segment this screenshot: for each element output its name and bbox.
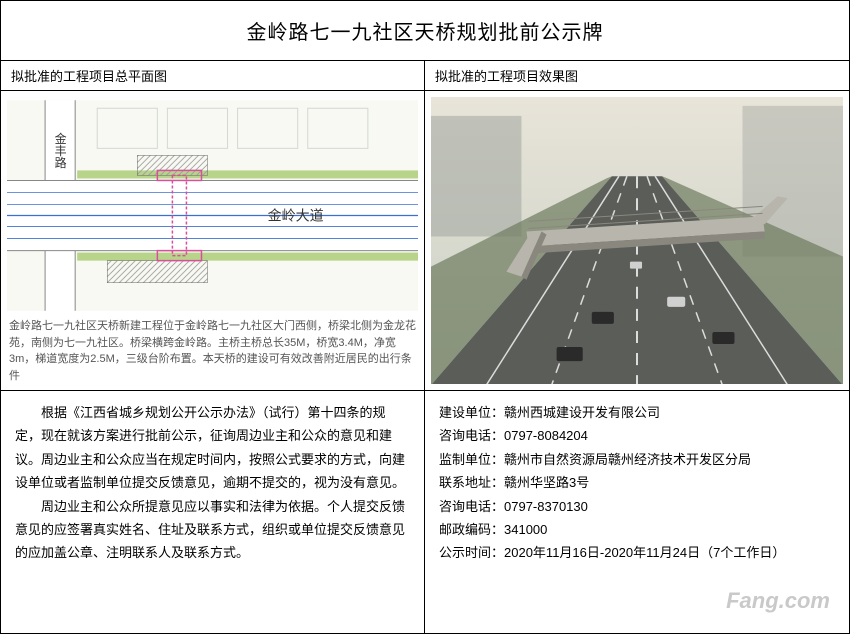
info-phone2: 咨询电话： 0797-8370130 xyxy=(439,495,835,518)
info-builder: 建设单位： 赣州西城建设开发有限公司 xyxy=(439,401,835,424)
image-header-row: 拟批准的工程项目总平面图 拟批准的工程项目效果图 xyxy=(1,61,849,91)
addr-label: 联系地址： xyxy=(439,471,504,494)
plan-header: 拟批准的工程项目总平面图 xyxy=(1,61,425,90)
addr-value: 赣州华坚路3号 xyxy=(504,471,589,494)
info-block: 建设单位： 赣州西城建设开发有限公司 咨询电话： 0797-8084204 监制… xyxy=(425,391,849,633)
render-cell xyxy=(425,91,849,390)
text-row: 根据《江西省城乡规划公开公示办法》（试行）第十四条的规定，现在就该方案进行批前公… xyxy=(1,391,849,633)
zip-label: 邮政编码： xyxy=(439,518,504,541)
period-label: 公示时间： xyxy=(439,541,504,564)
plan-caption: 金岭路七一九社区天桥新建工程位于金岭路七一九社区大门西侧，桥梁北侧为金龙花苑，南… xyxy=(7,314,418,384)
render-header: 拟批准的工程项目效果图 xyxy=(425,61,849,90)
notice-p1: 根据《江西省城乡规划公开公示办法》（试行）第十四条的规定，现在就该方案进行批前公… xyxy=(15,401,410,495)
builder-value: 赣州西城建设开发有限公司 xyxy=(504,401,660,424)
period-value: 2020年11月16日-2020年11月24日（7个工作日） xyxy=(504,541,785,564)
phone2-value: 0797-8370130 xyxy=(504,495,588,518)
builder-label: 建设单位： xyxy=(439,401,504,424)
site-plan-diagram: 金丰路 金岭大道 xyxy=(7,97,418,314)
bridge-render xyxy=(431,97,843,384)
info-period: 公示时间： 2020年11月16日-2020年11月24日（7个工作日） xyxy=(439,541,835,564)
page-title: 金岭路七一九社区天桥规划批前公示牌 xyxy=(247,16,604,45)
supervisor-label: 监制单位： xyxy=(439,448,504,471)
plan-header-text: 拟批准的工程项目总平面图 xyxy=(11,66,167,85)
svg-text:金丰路: 金丰路 xyxy=(53,131,67,169)
image-row: 金丰路 金岭大道 金岭路七一九社区天桥新建工程位于金岭路七一九社区大门西侧，桥梁… xyxy=(1,91,849,391)
notice-p2: 周边业主和公众所提意见应以事实和法律为依据。个人提交反馈意见的应签署真实姓名、住… xyxy=(15,495,410,565)
svg-text:金岭大道: 金岭大道 xyxy=(268,208,324,224)
info-addr: 联系地址： 赣州华坚路3号 xyxy=(439,471,835,494)
render-header-text: 拟批准的工程项目效果图 xyxy=(435,66,578,85)
title-row: 金岭路七一九社区天桥规划批前公示牌 xyxy=(1,1,849,61)
phone1-label: 咨询电话： xyxy=(439,424,504,447)
zip-value: 341000 xyxy=(504,518,547,541)
supervisor-value: 赣州市自然资源局赣州经济技术开发区分局 xyxy=(504,448,751,471)
info-phone1: 咨询电话： 0797-8084204 xyxy=(439,424,835,447)
notice-text: 根据《江西省城乡规划公开公示办法》（试行）第十四条的规定，现在就该方案进行批前公… xyxy=(1,391,425,633)
plan-cell: 金丰路 金岭大道 金岭路七一九社区天桥新建工程位于金岭路七一九社区大门西侧，桥梁… xyxy=(1,91,425,390)
phone1-value: 0797-8084204 xyxy=(504,424,588,447)
info-supervisor: 监制单位： 赣州市自然资源局赣州经济技术开发区分局 xyxy=(439,448,835,471)
phone2-label: 咨询电话： xyxy=(439,495,504,518)
notice-board: 金岭路七一九社区天桥规划批前公示牌 拟批准的工程项目总平面图 拟批准的工程项目效… xyxy=(0,0,850,634)
info-zip: 邮政编码： 341000 xyxy=(439,518,835,541)
